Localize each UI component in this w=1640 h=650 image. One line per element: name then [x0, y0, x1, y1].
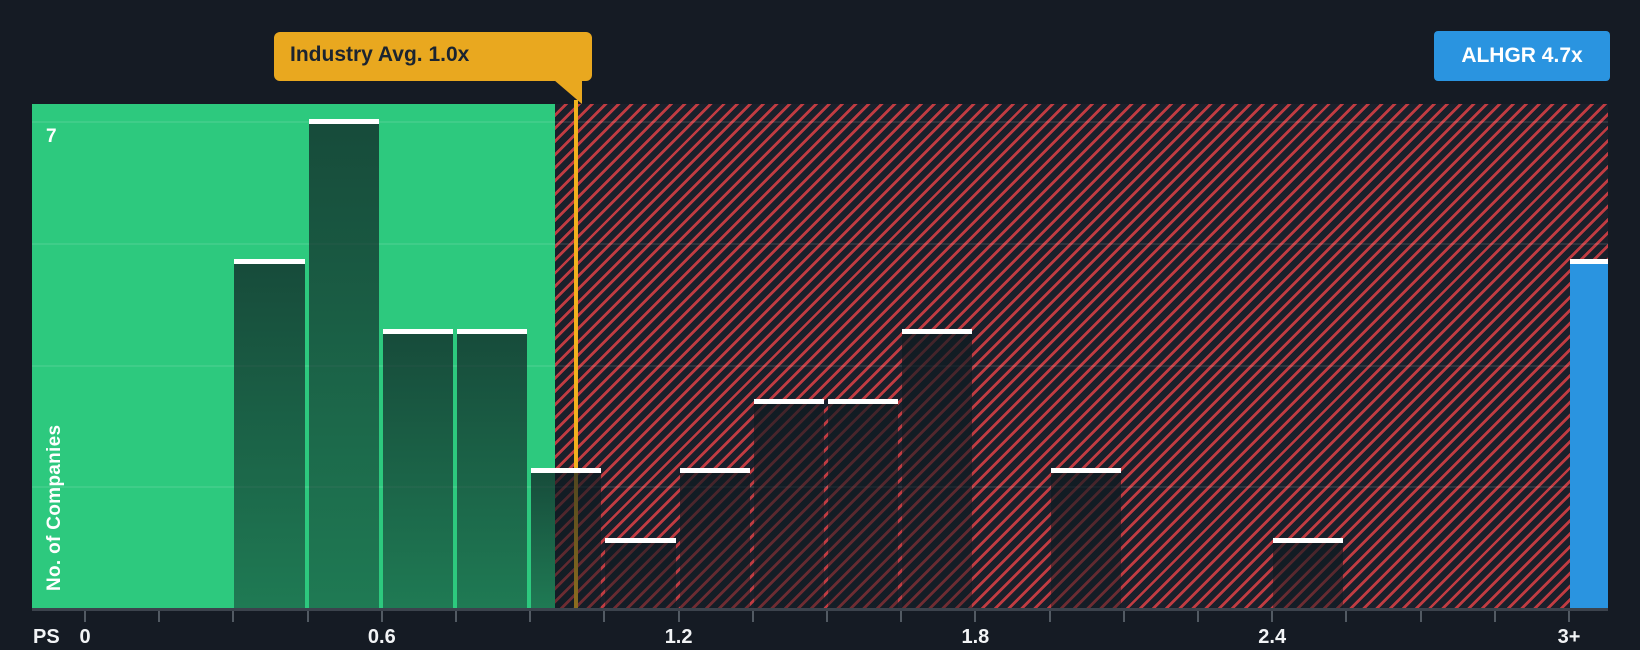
histogram-bar-ps-0.60-0.75[interactable] [382, 328, 453, 608]
industry-average-tooltip: Industry Avg. 1.0x [274, 32, 592, 81]
x-axis-unit-label: PS [33, 626, 60, 648]
x-axis-tick [455, 611, 457, 622]
x-axis-tick [1345, 611, 1348, 622]
histogram-bar-ps-1.50-1.65[interactable] [828, 398, 899, 608]
x-axis-tick [158, 611, 161, 622]
company-badge: ALHGR 4.7x [1434, 31, 1610, 81]
gridline [32, 365, 1608, 367]
x-axis-tick [1122, 611, 1125, 622]
bar-top-cap [531, 468, 602, 474]
histogram-bar-ps-1.35-1.50[interactable] [753, 398, 824, 608]
bar-top-cap [1050, 468, 1121, 474]
x-axis-tick [529, 611, 532, 622]
histogram-bar-ps-0.45-0.60[interactable] [308, 119, 379, 608]
y-axis-max-label: 7 [46, 126, 57, 147]
x-axis-label-0: 0 [79, 626, 91, 648]
histogram-bar-ps-2.40-2.55[interactable] [1273, 538, 1344, 608]
bar-top-cap [753, 398, 824, 404]
x-axis-tick [1419, 611, 1422, 622]
x-axis-tick [900, 611, 903, 622]
gridline [32, 121, 1608, 123]
y-axis-title: No. of Companies [44, 424, 65, 591]
x-axis-tick [1568, 611, 1570, 622]
x-axis-tick [974, 611, 977, 622]
x-axis-tick [380, 611, 383, 622]
x-axis-tick [84, 611, 86, 622]
x-axis-label-0.6: 0.6 [367, 626, 396, 648]
industry-average-tooltip-pointer [554, 80, 582, 104]
x-axis-tick [677, 611, 680, 622]
bar-top-cap [605, 538, 676, 544]
bar-top-cap [1273, 538, 1344, 544]
x-axis-tick [1271, 611, 1274, 622]
x-axis-tick [306, 611, 309, 622]
gridline [32, 243, 1608, 245]
histogram-bar-ps-0.75-0.90[interactable] [457, 328, 528, 608]
x-axis-tick [826, 611, 828, 622]
bar-top-cap [308, 119, 379, 125]
bar-top-cap [382, 328, 453, 334]
bar-top-cap [828, 398, 899, 404]
x-axis-tick [1048, 611, 1051, 622]
x-axis-label-1.2: 1.2 [664, 626, 693, 648]
bar-top-cap [457, 328, 528, 334]
x-axis-tick [1197, 611, 1199, 622]
x-axis-tick [603, 611, 606, 622]
x-axis-tick [751, 611, 754, 622]
histogram-bar-ps-0.90-1.05[interactable] [531, 468, 602, 608]
histogram-bar-ps-1.95-2.10[interactable] [1050, 468, 1121, 608]
histogram-bar-ps-0.30-0.45[interactable] [234, 259, 305, 608]
x-axis-label-1.8: 1.8 [961, 626, 990, 648]
bar-top-cap [234, 259, 305, 264]
bar-top-cap [902, 328, 973, 334]
histogram-bar-ps-1.05-1.20[interactable] [605, 538, 676, 608]
industry-average-line [574, 100, 578, 608]
bar-top-cap [679, 468, 750, 474]
x-axis-tick [232, 611, 235, 622]
bar-top-cap [1570, 259, 1608, 264]
histogram-bar-ps-1.20-1.35[interactable] [679, 468, 750, 608]
x-axis-label-3plus: 3+ [1557, 626, 1581, 648]
above-average-hatched-zone [555, 104, 1608, 608]
x-axis-line [32, 608, 1608, 611]
x-axis-tick [1493, 611, 1496, 622]
company-bar-alhgr[interactable] [1570, 259, 1608, 608]
x-axis-label-2.4: 2.4 [1258, 626, 1287, 648]
histogram-bar-ps-1.65-1.80[interactable] [902, 328, 973, 608]
